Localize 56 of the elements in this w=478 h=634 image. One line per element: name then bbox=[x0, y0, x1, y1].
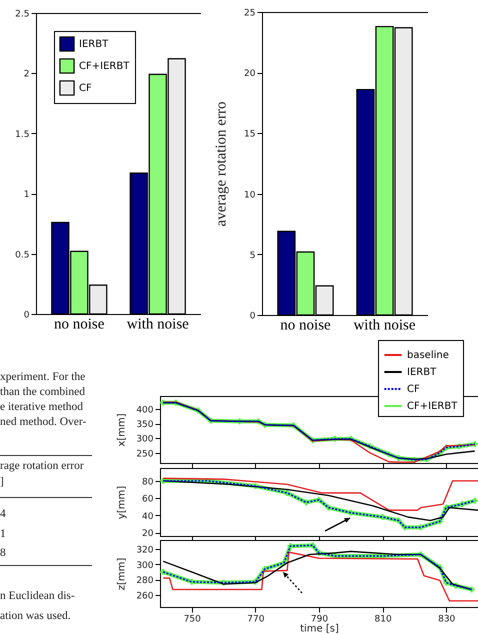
text: 1 bbox=[0, 527, 6, 542]
y-axis-title: z[mm] bbox=[116, 558, 128, 590]
legend-label: CF+IERBT bbox=[407, 401, 458, 412]
y-tick-label: 25 bbox=[244, 8, 256, 18]
y-axis-title: average rotation erro bbox=[214, 102, 230, 226]
legend-label: IERBT bbox=[407, 367, 438, 378]
text: n Euclidean dis- bbox=[0, 589, 75, 604]
y-tick-label: 320 bbox=[136, 546, 154, 556]
x-tick-label: 750 bbox=[184, 614, 202, 624]
y-tick-label: 280 bbox=[136, 576, 154, 586]
x-tick-label: 830 bbox=[438, 614, 456, 624]
y-tick-label: 15 bbox=[244, 130, 256, 140]
y-tick-label: 250 bbox=[136, 449, 154, 460]
y-tick-label: 20 bbox=[244, 69, 256, 80]
x-tick-label: 790 bbox=[310, 614, 328, 624]
x-tick-label: with noise bbox=[353, 318, 416, 334]
y-tick-label: 80 bbox=[142, 477, 154, 488]
text: ned method. Over- bbox=[0, 415, 86, 430]
y-tick-label: 0 bbox=[24, 310, 30, 320]
x-tick-label: 810 bbox=[374, 614, 392, 624]
y-tick-label: 1.5 bbox=[15, 130, 30, 140]
y-tick-label: 2.5 bbox=[15, 10, 30, 20]
y-tick-label: 300 bbox=[136, 560, 154, 571]
y-tick-label: 400 bbox=[136, 406, 154, 416]
y-tick-label: 260 bbox=[136, 591, 154, 602]
y-tick-label: 0.5 bbox=[15, 250, 30, 260]
y-tick-label: 2 bbox=[24, 70, 30, 80]
legend-label: CF bbox=[79, 83, 92, 94]
y-axis-title: x[mm] bbox=[116, 413, 128, 447]
x-tick-label: no noise bbox=[54, 316, 105, 332]
y-tick-label: 40 bbox=[142, 512, 154, 522]
text: e iterative method bbox=[0, 400, 84, 415]
y-tick-label: 350 bbox=[136, 420, 154, 430]
text: 4 bbox=[0, 507, 6, 522]
y-tick-label: 0 bbox=[250, 312, 256, 322]
legend-label: IERBT bbox=[79, 39, 110, 50]
y-axis-title: y[mm] bbox=[116, 486, 128, 520]
y-tick-label: 10 bbox=[244, 190, 256, 200]
y-tick-label: 60 bbox=[142, 494, 154, 505]
text: xperiment. For the bbox=[0, 370, 86, 385]
legend-label: CF bbox=[407, 384, 420, 395]
y-tick-label: 5 bbox=[250, 250, 256, 261]
y-tick-label: 300 bbox=[136, 434, 154, 445]
legend-label: CF+IERBT bbox=[79, 61, 130, 72]
text: 8 bbox=[0, 546, 6, 561]
text: rage rotation error bbox=[0, 459, 84, 474]
x-tick-label: no noise bbox=[280, 318, 332, 334]
legend-label: baseline bbox=[407, 350, 449, 361]
x-axis-title: time [s] bbox=[300, 624, 339, 634]
text: ation was used. bbox=[0, 609, 71, 624]
y-tick-label: 20 bbox=[142, 529, 154, 540]
text: than the combined bbox=[0, 385, 85, 400]
x-tick-label: with noise bbox=[126, 316, 190, 332]
y-tick-label: 1 bbox=[24, 190, 30, 200]
x-tick-label: 770 bbox=[247, 614, 265, 624]
text: ] bbox=[0, 475, 4, 490]
